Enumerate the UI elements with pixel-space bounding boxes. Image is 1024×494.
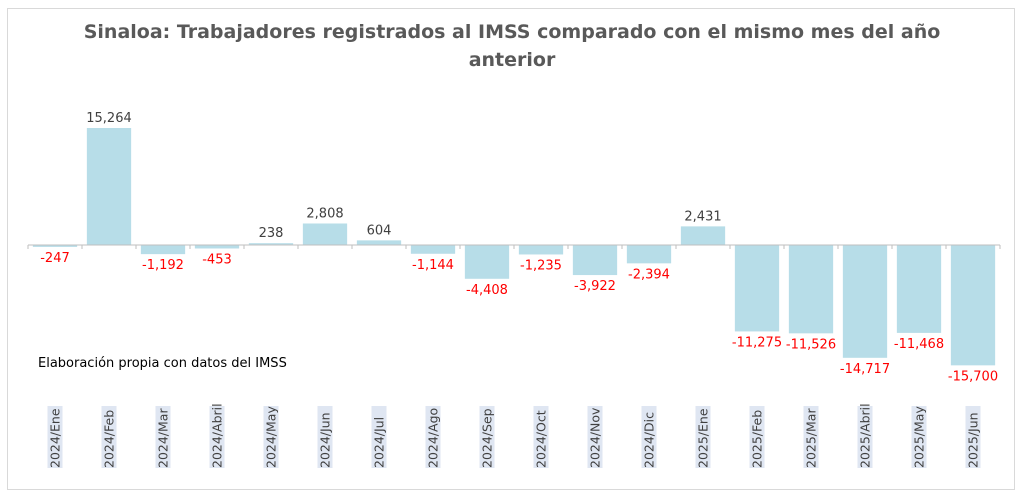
data-label: -1,192 bbox=[142, 258, 184, 273]
category-band bbox=[857, 406, 873, 468]
category-label: 2024/Ene bbox=[48, 408, 63, 468]
category-label: 2024/Mar bbox=[156, 408, 171, 468]
data-label: -3,922 bbox=[574, 279, 616, 294]
bar-2024/Ene bbox=[32, 245, 78, 247]
category-label: 2024/Oct bbox=[534, 410, 549, 468]
data-label: 238 bbox=[259, 226, 284, 241]
bar-2025/Jun bbox=[950, 245, 996, 366]
category-label: 2025/Ene bbox=[696, 408, 711, 468]
category-band bbox=[263, 406, 279, 468]
category-band bbox=[371, 406, 387, 468]
bar-2024/Jul bbox=[356, 240, 402, 245]
category-band bbox=[425, 406, 441, 468]
category-band bbox=[695, 406, 711, 468]
chart-title: Sinaloa: Trabajadores registrados al IMS… bbox=[83, 21, 941, 71]
category-label: 2025/Mar bbox=[804, 408, 819, 468]
category-band bbox=[641, 406, 657, 468]
category-band bbox=[911, 406, 927, 468]
data-label: 15,264 bbox=[86, 111, 132, 126]
bar-2024/Dic bbox=[626, 245, 672, 264]
data-label: -1,144 bbox=[412, 258, 454, 273]
bar-2024/Nov bbox=[572, 245, 618, 276]
bar-2024/Sep bbox=[464, 245, 510, 279]
category-label: 2024/Abril bbox=[210, 403, 225, 468]
category-label: 2025/Abril bbox=[858, 403, 873, 468]
category-band bbox=[803, 406, 819, 468]
category-label: 2024/May bbox=[264, 406, 279, 468]
category-label: 2024/Jul bbox=[372, 417, 387, 468]
bar-2024/Feb bbox=[86, 128, 132, 245]
category-band bbox=[965, 406, 981, 468]
bar-2024/Ago bbox=[410, 245, 456, 254]
category-label: 2024/Dic bbox=[642, 412, 657, 468]
data-label: -11,275 bbox=[732, 335, 782, 350]
category-label: 2025/Jun bbox=[966, 412, 981, 468]
category-band bbox=[749, 406, 765, 468]
source-note: Elaboración propia con datos del IMSS bbox=[38, 356, 287, 371]
data-label: -1,235 bbox=[520, 258, 562, 273]
bar-2025/May bbox=[896, 245, 942, 333]
data-label: -11,526 bbox=[786, 337, 836, 352]
data-label: -11,468 bbox=[894, 337, 944, 352]
category-label: 2025/May bbox=[912, 406, 927, 468]
category-band bbox=[533, 406, 549, 468]
category-band bbox=[209, 406, 225, 468]
bar-2024/Oct bbox=[518, 245, 564, 255]
category-band bbox=[47, 406, 63, 468]
data-label: 2,808 bbox=[306, 206, 343, 221]
bar-2024/May bbox=[248, 243, 294, 245]
data-label: -453 bbox=[202, 252, 232, 267]
bar-2025/Abril bbox=[842, 245, 888, 358]
category-band bbox=[317, 406, 333, 468]
bar-2025/Ene bbox=[680, 226, 726, 245]
data-label: -2,394 bbox=[628, 267, 670, 282]
category-label: 2024/Sep bbox=[480, 408, 495, 468]
bar-2025/Feb bbox=[734, 245, 780, 332]
category-band bbox=[587, 406, 603, 468]
bar-2024/Mar bbox=[140, 245, 186, 255]
bar-2024/Abril bbox=[194, 245, 240, 249]
bar-2025/Mar bbox=[788, 245, 834, 334]
data-label: 2,431 bbox=[684, 209, 721, 224]
category-band bbox=[101, 406, 117, 468]
category-label: 2025/Feb bbox=[750, 410, 765, 468]
chart-frame bbox=[7, 8, 1015, 490]
data-label: -247 bbox=[40, 251, 70, 266]
category-label: 2024/Feb bbox=[102, 410, 117, 468]
bar-2024/Jun bbox=[302, 223, 348, 245]
data-label: -14,717 bbox=[840, 362, 890, 377]
data-label: -15,700 bbox=[948, 369, 998, 384]
data-label: 604 bbox=[367, 223, 392, 238]
data-label: -4,408 bbox=[466, 283, 508, 298]
category-label: 2024/Nov bbox=[588, 407, 603, 468]
category-band bbox=[155, 406, 171, 468]
category-band bbox=[479, 406, 495, 468]
category-label: 2024/Jun bbox=[318, 412, 333, 468]
category-label: 2024/Ago bbox=[426, 408, 441, 468]
